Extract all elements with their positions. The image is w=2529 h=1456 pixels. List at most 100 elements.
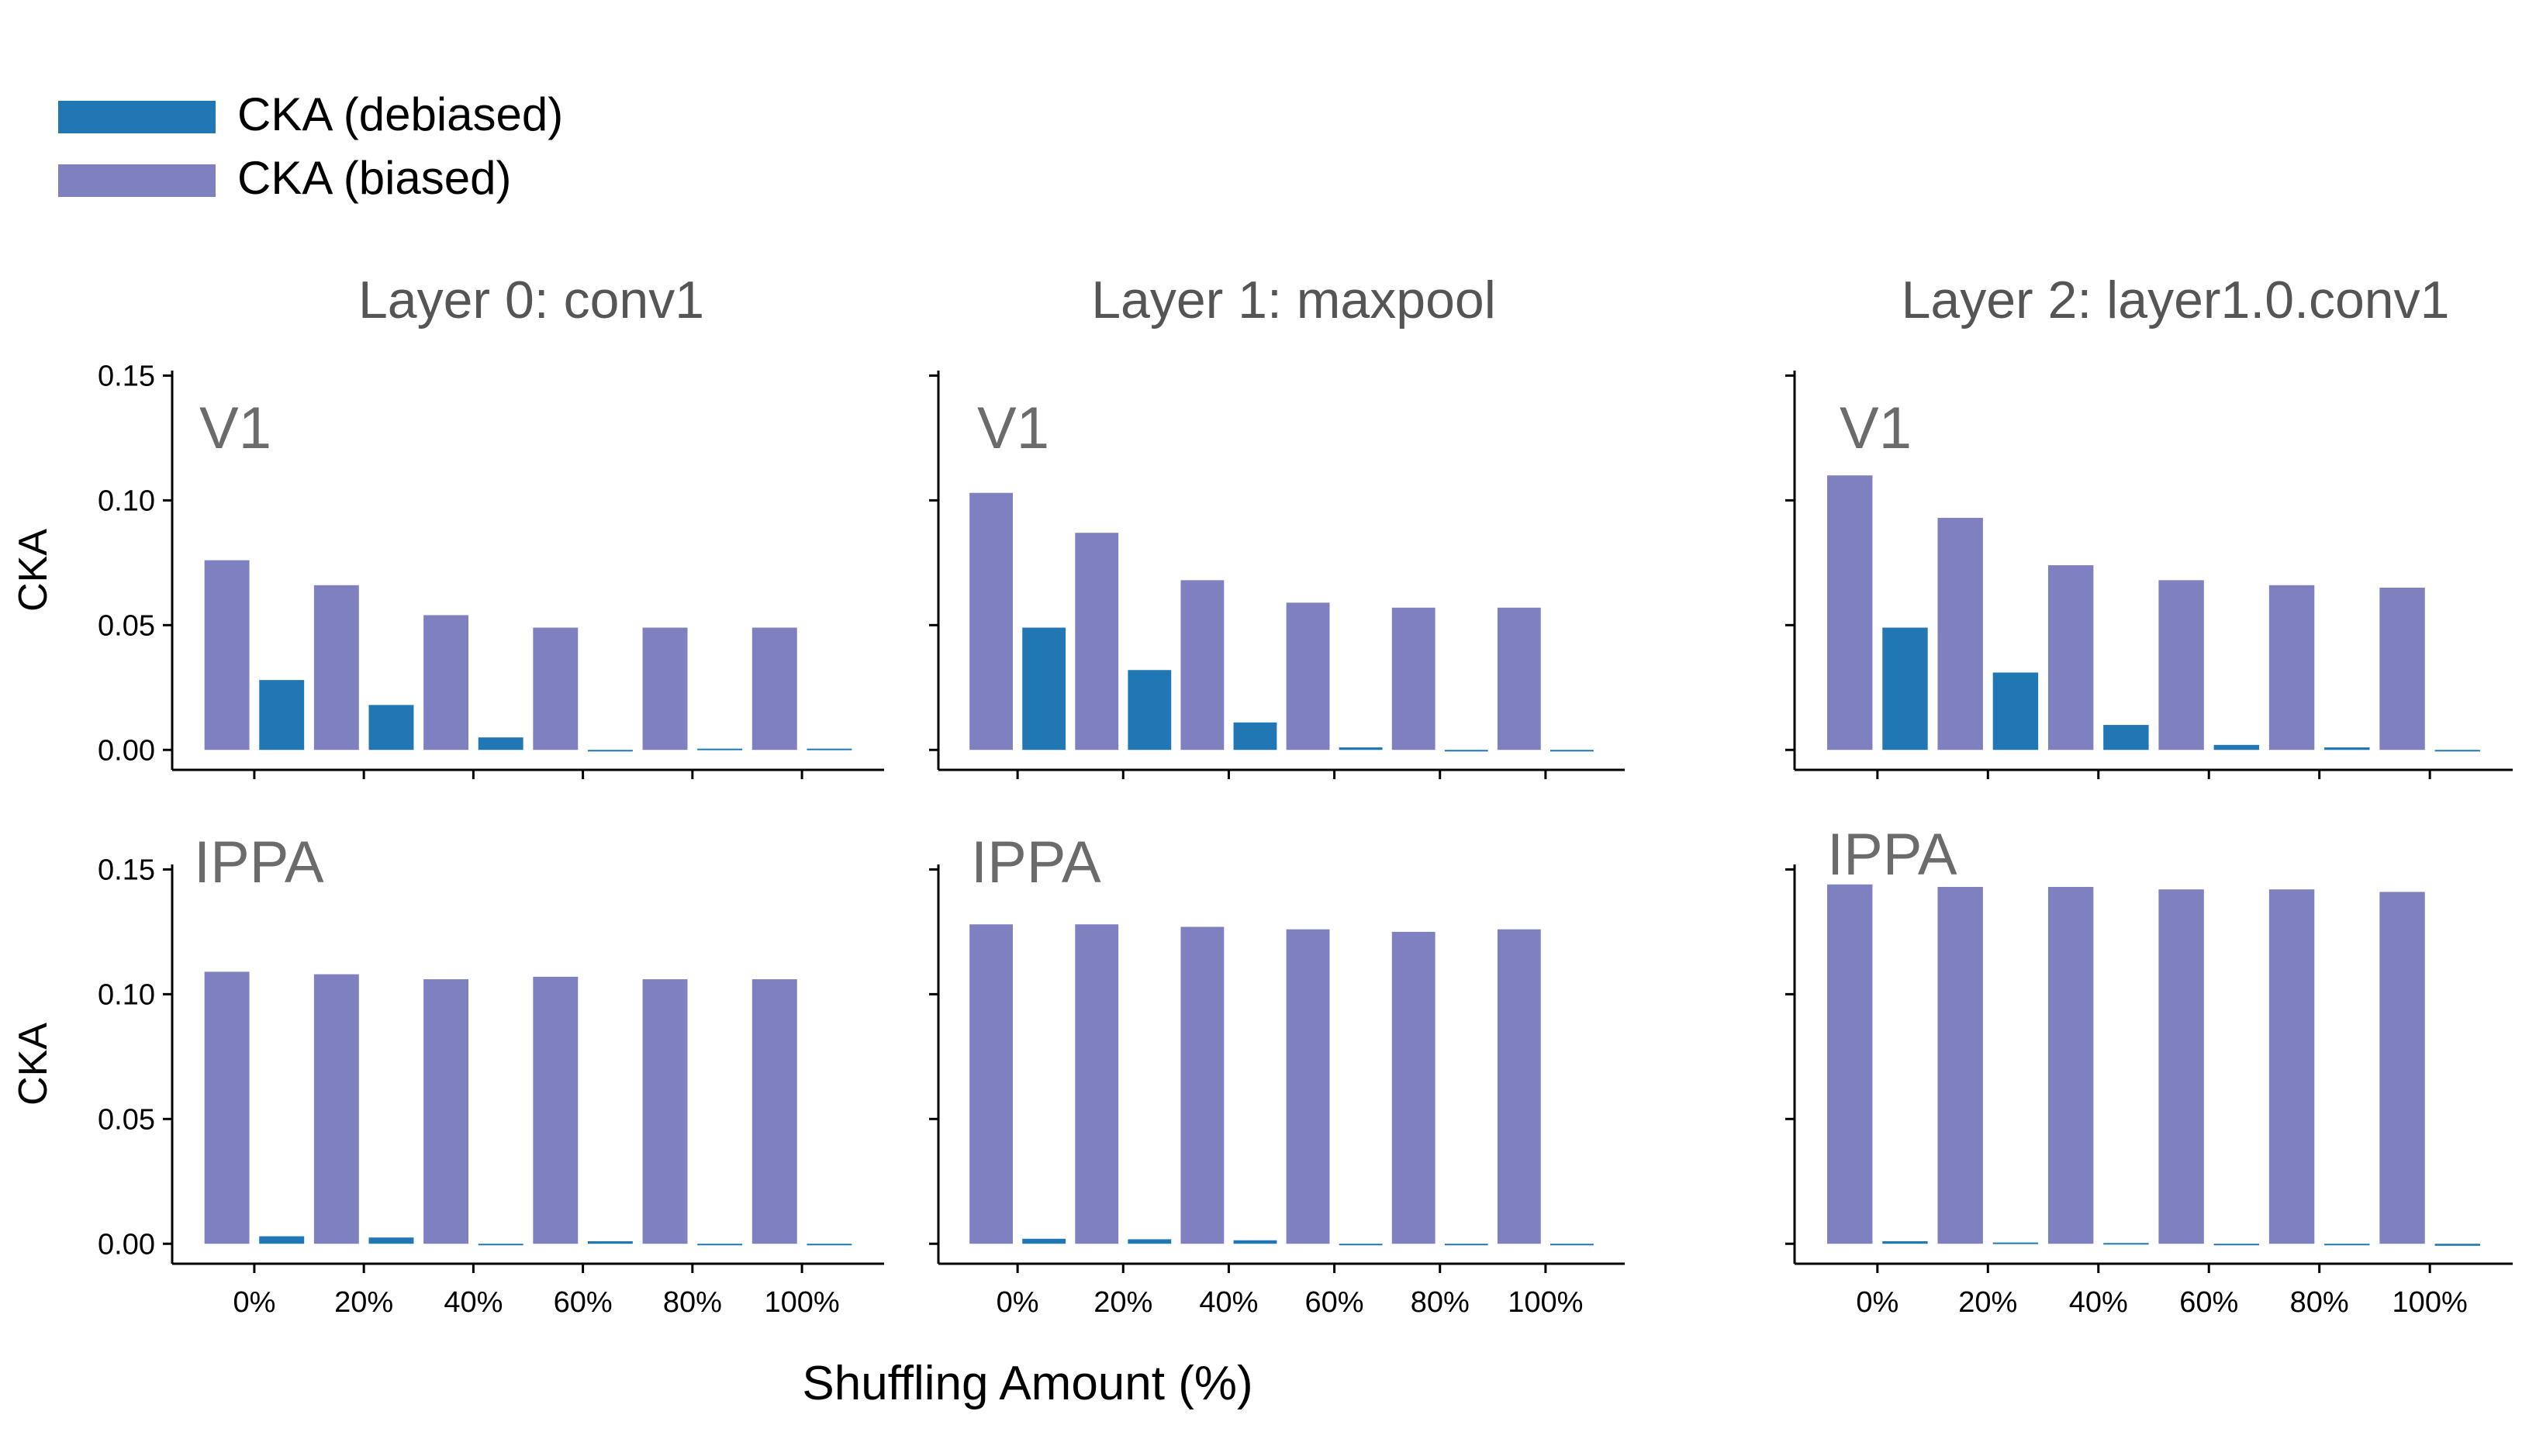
bar-biased <box>1180 926 1225 1244</box>
bar-biased <box>1937 517 1983 750</box>
panel-title: Layer 1: maxpool <box>1091 271 1496 329</box>
bar-debiased <box>1550 1244 1594 1246</box>
bar-biased <box>642 627 688 750</box>
bar-biased <box>1286 602 1330 750</box>
bar-debiased <box>2103 725 2149 750</box>
chart-panel-2-3: 0% 20% 40% 60% 80% 100% IPPA <box>1785 822 2513 1319</box>
bar-biased <box>1937 886 1983 1244</box>
panel-title: Layer 2: layer1.0.conv1 <box>1902 271 2450 329</box>
legend-swatch-debiased <box>58 101 216 133</box>
bar-debiased <box>1882 627 1928 750</box>
legend-label-debiased: CKA (debiased) <box>237 88 563 140</box>
y-tick-label: 0.15 <box>98 854 155 886</box>
bar-biased <box>1827 884 1873 1244</box>
bar-debiased <box>368 705 414 750</box>
x-tick-label: 80% <box>1411 1286 1470 1319</box>
y-axis-label: CKA <box>11 1023 56 1106</box>
bar-debiased <box>1444 750 1488 752</box>
bar-debiased <box>587 1241 633 1244</box>
bar-debiased <box>478 737 523 750</box>
bar-biased <box>2047 886 2094 1244</box>
bar-biased <box>1180 580 1225 750</box>
panel-label: IPPA <box>1827 822 1957 888</box>
bar-debiased <box>2213 1244 2260 1246</box>
x-tick-label: 80% <box>2290 1286 2349 1319</box>
bar-biased <box>1497 607 1541 750</box>
panel-label: V1 <box>199 395 271 461</box>
bar-debiased <box>1022 627 1066 750</box>
legend: CKA (debiased) CKA (biased) <box>58 88 563 204</box>
bar-biased <box>1286 929 1330 1244</box>
y-tick-label: 0.15 <box>98 360 155 392</box>
bar-debiased <box>1444 1244 1488 1246</box>
bar-biased <box>423 615 469 750</box>
panel-label: IPPA <box>971 830 1101 895</box>
bar-debiased <box>807 1244 852 1246</box>
bar-debiased <box>2103 1243 2149 1245</box>
bar-biased <box>642 979 688 1244</box>
bar-debiased <box>1992 1242 2039 1244</box>
x-tick-label: 40% <box>1199 1286 1258 1319</box>
x-tick-label: 40% <box>444 1286 503 1319</box>
bar-biased <box>423 979 469 1244</box>
bar-biased <box>1497 929 1541 1244</box>
bar-debiased <box>368 1237 414 1244</box>
y-tick-label: 0.00 <box>98 1228 155 1261</box>
panel-title: Layer 0: conv1 <box>358 271 704 329</box>
chart-panel-1-3: Layer 2: layer1.0.conv1 V1 <box>1785 271 2513 779</box>
x-tick-label: 80% <box>663 1286 722 1319</box>
chart-panel-2-1: 0% 20% 40% 60% 80% 100% 0.00 0.05 0.10 0.15 CKA IPP… <box>11 830 884 1319</box>
bar-biased <box>2158 580 2204 750</box>
panel-label: V1 <box>977 395 1049 461</box>
bar-biased <box>2158 889 2204 1244</box>
bar-debiased <box>1339 747 1383 750</box>
y-tick-label: 0.00 <box>98 734 155 767</box>
x-tick-label: 60% <box>1305 1286 1364 1319</box>
bar-biased <box>2047 565 2094 750</box>
y-axis-label: CKA <box>11 529 56 612</box>
bar-debiased <box>1550 750 1594 752</box>
bar-biased <box>204 971 250 1244</box>
x-tick-label: 20% <box>334 1286 393 1319</box>
bar-debiased <box>697 748 743 750</box>
bar-biased <box>533 976 579 1244</box>
bar-biased <box>533 627 579 750</box>
bar-debiased <box>1128 1239 1172 1244</box>
bar-debiased <box>1022 1238 1066 1244</box>
x-tick-label: 0% <box>1856 1286 1898 1319</box>
x-tick-label: 20% <box>1958 1286 2017 1319</box>
bar-biased <box>1391 931 1436 1244</box>
bar-debiased <box>2434 1244 2480 1246</box>
bar-debiased <box>478 1244 523 1246</box>
bar-debiased <box>1128 670 1172 750</box>
bar-debiased <box>1233 722 1277 750</box>
bar-biased <box>2268 585 2315 750</box>
x-tick-label: 0% <box>233 1286 275 1319</box>
bar-biased <box>969 492 1013 750</box>
legend-label-biased: CKA (biased) <box>237 152 512 204</box>
x-tick-label: 100% <box>2393 1286 2468 1319</box>
bar-debiased <box>1992 672 2039 750</box>
panel-label: V1 <box>1840 395 1912 461</box>
bar-debiased <box>1339 1244 1383 1246</box>
x-tick-label: 20% <box>1093 1286 1152 1319</box>
bar-debiased <box>2434 750 2480 752</box>
bar-biased <box>313 974 359 1244</box>
bar-biased <box>1075 924 1119 1244</box>
bar-biased <box>313 585 359 750</box>
bar-biased <box>751 979 797 1244</box>
bar-biased <box>2379 588 2425 750</box>
bar-debiased <box>1882 1241 1928 1244</box>
x-axis-label: Shuffling Amount (%) <box>802 1357 1252 1410</box>
chart-panel-1-1: 0.00 0.05 0.10 0.15 CKA Layer 0: conv1 V1 <box>11 271 884 779</box>
x-tick-label: 60% <box>2179 1286 2238 1319</box>
bar-debiased <box>259 680 305 750</box>
bar-debiased <box>1233 1240 1277 1244</box>
bar-biased <box>969 924 1013 1244</box>
bar-debiased <box>807 748 852 750</box>
bar-debiased <box>587 750 633 752</box>
chart-panel-2-2: 0% 20% 40% 60% 80% 100% IPPA <box>929 830 1625 1319</box>
x-tick-label: 60% <box>554 1286 613 1319</box>
chart-panel-1-2: Layer 1: maxpool V1 <box>929 271 1625 779</box>
